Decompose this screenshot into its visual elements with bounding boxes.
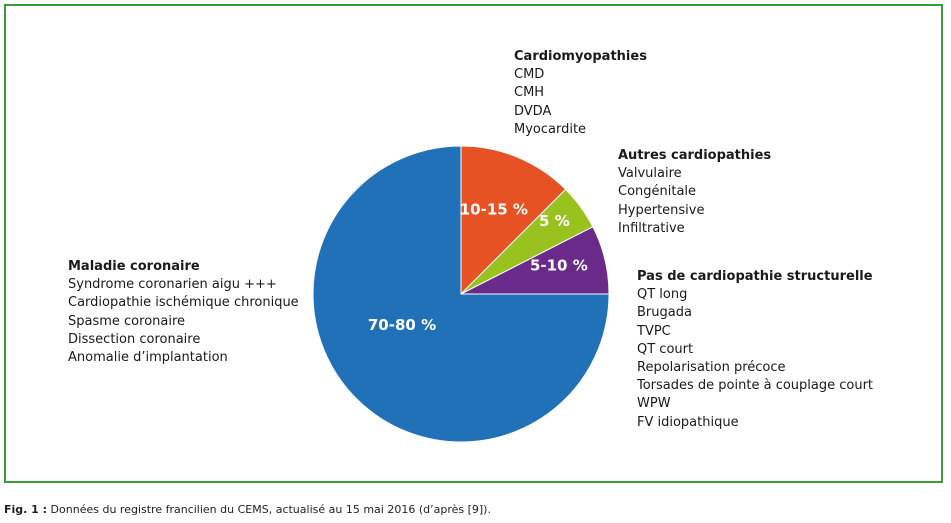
slice-value-label: 5 % — [539, 212, 570, 230]
pie-slice — [312, 145, 610, 443]
annotation-item: FV idiopathique — [637, 414, 739, 430]
annotation-item: Dissection coronaire — [68, 331, 201, 347]
annotation-item: QT court — [637, 341, 694, 357]
annotation-item: Spasme coronaire — [68, 313, 186, 329]
annotation-item: Myocardite — [514, 121, 587, 137]
annotation-item: TVPC — [637, 323, 671, 339]
annotation-title: Autres cardiopathies — [618, 148, 772, 163]
annotation-title: Maladie coronaire — [68, 259, 200, 274]
annotation-maladie-coronaire: Maladie coronaire Syndrome coronarien ai… — [68, 258, 299, 367]
caption-label: Fig. 1 : — [4, 503, 48, 516]
annotation-item: Syndrome coronarien aigu +++ — [68, 277, 277, 293]
annotation-item: DVDA — [514, 103, 552, 119]
annotation-item: WPW — [637, 396, 671, 412]
slice-value-label: 10-15 % — [460, 201, 528, 219]
slice-value-label: 70-80 % — [368, 316, 436, 334]
annotation-title: Pas de cardiopathie structurelle — [637, 269, 873, 284]
annotation-item: Anomalie d’implantation — [68, 350, 228, 366]
annotation-item: Brugada — [637, 305, 692, 321]
slice-value-label: 5-10 % — [530, 257, 588, 275]
annotation-item: Repolarisation précoce — [637, 360, 786, 376]
caption-text: Données du registre francilien du CEMS, … — [47, 503, 491, 516]
annotation-item: CMD — [514, 67, 545, 83]
annotation-item: Cardiopathie ischémique chronique — [68, 295, 299, 311]
annotation-cardiomyopathies: Cardiomyopathies CMD CMH DVDA Myocardite — [514, 48, 647, 139]
annotation-item: Infiltrative — [618, 220, 685, 236]
annotation-item: Torsades de pointe à couplage court — [637, 378, 874, 394]
figure-caption: Fig. 1 : Données du registre francilien … — [4, 503, 491, 516]
annotation-autres-cardiopathies: Autres cardiopathies Valvulaire Congénit… — [618, 147, 771, 238]
annotation-title: Cardiomyopathies — [514, 49, 647, 64]
pie-slice — [460, 145, 567, 296]
annotation-item: Hypertensive — [618, 202, 705, 218]
annotation-item: Valvulaire — [618, 166, 682, 182]
annotation-pas-de-cardiopathie: Pas de cardiopathie structurelle QT long… — [637, 268, 873, 432]
annotation-item: CMH — [514, 85, 545, 101]
chart-frame — [4, 4, 943, 483]
annotation-item: QT long — [637, 287, 688, 303]
annotation-item: Congénitale — [618, 184, 697, 200]
